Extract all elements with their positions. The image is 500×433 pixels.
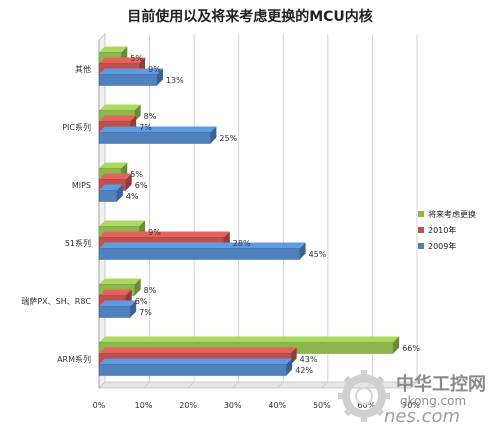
chart-title: 目前使用以及将来考虑更换的MCU内核: [127, 9, 373, 25]
x-tick-label: 0%: [93, 401, 106, 410]
data-label: 9%: [148, 65, 161, 74]
bar-end: [393, 336, 400, 354]
legend-label-future: 将来考虑更换: [428, 209, 476, 219]
bar-top: [99, 336, 400, 343]
x-tick-label: 40%: [268, 401, 286, 410]
bar-end: [210, 126, 217, 144]
bar-top: [99, 184, 123, 191]
gridline-floor: [98, 381, 106, 389]
x-tick-label: 30%: [224, 401, 242, 410]
legend-swatch-future: [418, 211, 424, 217]
bar-top: [99, 358, 293, 365]
bar-top: [99, 231, 230, 238]
bar-top: [99, 115, 137, 122]
bar-top: [99, 347, 297, 354]
legend-item-future: 将来考虑更换: [418, 206, 498, 222]
legend-swatch-2010: [418, 227, 424, 233]
bar-top: [99, 289, 132, 296]
legend-item-2010: 2010年: [418, 222, 498, 238]
category-label: ARM系列: [57, 354, 91, 364]
data-label: 6%: [135, 181, 148, 190]
legend-item-2009: 2009年: [418, 238, 498, 254]
bar-end: [299, 242, 306, 260]
bar: [98, 358, 293, 376]
legend-label-2010: 2010年: [428, 225, 457, 235]
data-label: 28%: [233, 239, 251, 248]
x-tick-label: 70%: [402, 401, 420, 410]
bar-face: [98, 364, 287, 376]
data-label: 43%: [300, 355, 318, 364]
data-label: 8%: [144, 112, 157, 121]
bar-top: [99, 242, 306, 249]
category-label: PIC系列: [62, 122, 91, 132]
legend-label-2009: 2009年: [428, 241, 457, 251]
bar-face: [98, 248, 300, 260]
bar-top: [99, 57, 146, 64]
category-label: MIPS: [72, 181, 91, 190]
data-label: 7%: [139, 123, 152, 132]
bar-face: [98, 306, 131, 318]
data-label: 7%: [139, 308, 152, 317]
bar-end: [116, 184, 123, 202]
data-label: 6%: [135, 297, 148, 306]
data-label: 8%: [144, 286, 157, 295]
x-tick-label: 50%: [313, 401, 331, 410]
bar-top: [99, 104, 141, 111]
x-tick-label: 10%: [135, 401, 153, 410]
bar-end: [156, 68, 163, 86]
chart-legend: 将来考虑更换 2010年 2009年: [418, 206, 498, 254]
data-label: 42%: [295, 366, 313, 375]
gridline-floor: [410, 381, 418, 389]
bar-top: [99, 278, 141, 285]
gridline-floor: [277, 381, 284, 389]
x-tick-label: 60%: [358, 401, 376, 410]
data-label: 66%: [402, 344, 420, 353]
category-label: 瑞萨PX、SH、R8C: [21, 296, 91, 306]
data-label: 5%: [130, 54, 143, 63]
bar-top: [99, 300, 137, 307]
x-tick-label: 20%: [179, 401, 197, 410]
bar-top: [99, 126, 217, 133]
bar-end: [134, 278, 141, 296]
bar-top: [99, 173, 132, 180]
bar-top: [99, 68, 163, 75]
data-label: 25%: [219, 134, 237, 143]
bar-top: [99, 46, 128, 53]
data-label: 13%: [166, 76, 184, 85]
bar-top: [99, 162, 128, 169]
side-wall: [98, 33, 106, 389]
bar: [98, 126, 217, 144]
bar-face: [98, 74, 158, 86]
bar-end: [286, 358, 293, 376]
legend-swatch-2009: [418, 243, 424, 249]
category-label: 51系列: [65, 238, 91, 248]
bar-end: [130, 300, 137, 318]
bar-end: [125, 173, 132, 191]
gridline-floor: [321, 381, 329, 389]
data-label: 45%: [309, 250, 327, 259]
data-label: 9%: [148, 228, 161, 237]
data-label: 4%: [126, 192, 139, 201]
gridline-floor: [187, 381, 195, 389]
data-label: 5%: [130, 170, 143, 179]
bar: [98, 300, 137, 318]
bar: [98, 242, 306, 260]
bar: [98, 68, 163, 86]
bar-face: [98, 132, 211, 144]
bar-face: [98, 190, 118, 202]
bar-top: [99, 220, 146, 227]
bar: [98, 184, 123, 202]
gridline-floor: [143, 381, 150, 389]
category-label: 其他: [75, 64, 91, 74]
gridline-floor: [232, 381, 239, 389]
